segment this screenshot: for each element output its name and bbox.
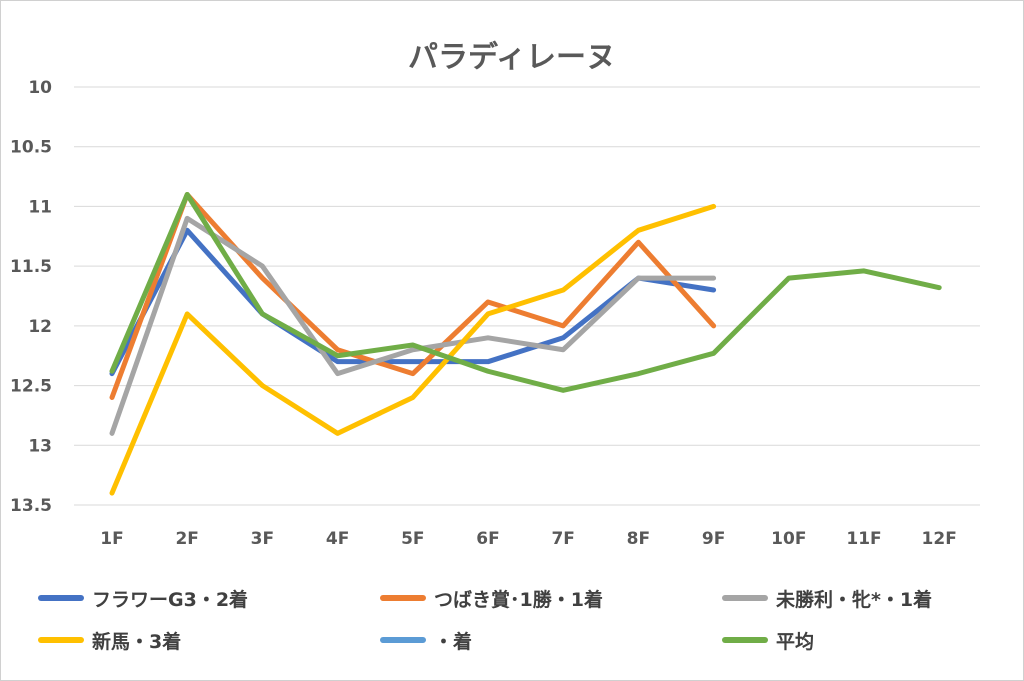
x-tick-label: 5F <box>401 529 424 549</box>
x-tick-label: 12F <box>922 529 957 549</box>
y-tick-label: 12.5 <box>10 377 52 397</box>
series-line-1 <box>109 191 717 401</box>
x-tick-label: 1F <box>100 529 123 549</box>
series-line-3 <box>109 203 717 496</box>
x-tick-label: 3F <box>251 529 274 549</box>
y-tick-label: 10.5 <box>10 138 52 158</box>
x-tick-label: 6F <box>476 529 499 549</box>
x-tick-label: 11F <box>846 529 881 549</box>
x-tick-label: 4F <box>326 529 349 549</box>
x-tick-label: 9F <box>702 529 725 549</box>
x-tick-label: 2F <box>175 529 198 549</box>
y-tick-label: 10 <box>28 78 52 98</box>
y-tick-label: 11 <box>28 197 52 217</box>
y-tick-label: 13.5 <box>10 496 52 516</box>
y-tick-label: 11.5 <box>10 257 52 277</box>
series-line-5 <box>109 191 942 393</box>
y-axis-ticks: 10 10.5 11 11.5 12 12.5 13 13.5 <box>10 78 52 516</box>
gridlines <box>74 86 980 506</box>
x-tick-label: 10F <box>771 529 806 549</box>
y-tick-label: 12 <box>28 317 52 337</box>
series-line-0 <box>109 227 717 377</box>
x-tick-label: 8F <box>627 529 650 549</box>
x-axis-ticks: 1F 2F 3F 4F 5F 6F 7F 8F 9F 10F 11F 12F <box>100 529 957 549</box>
x-tick-label: 7F <box>551 529 574 549</box>
chart-title: パラディレーヌ <box>408 40 616 75</box>
series-lines <box>109 191 942 496</box>
y-tick-label: 13 <box>28 436 52 456</box>
